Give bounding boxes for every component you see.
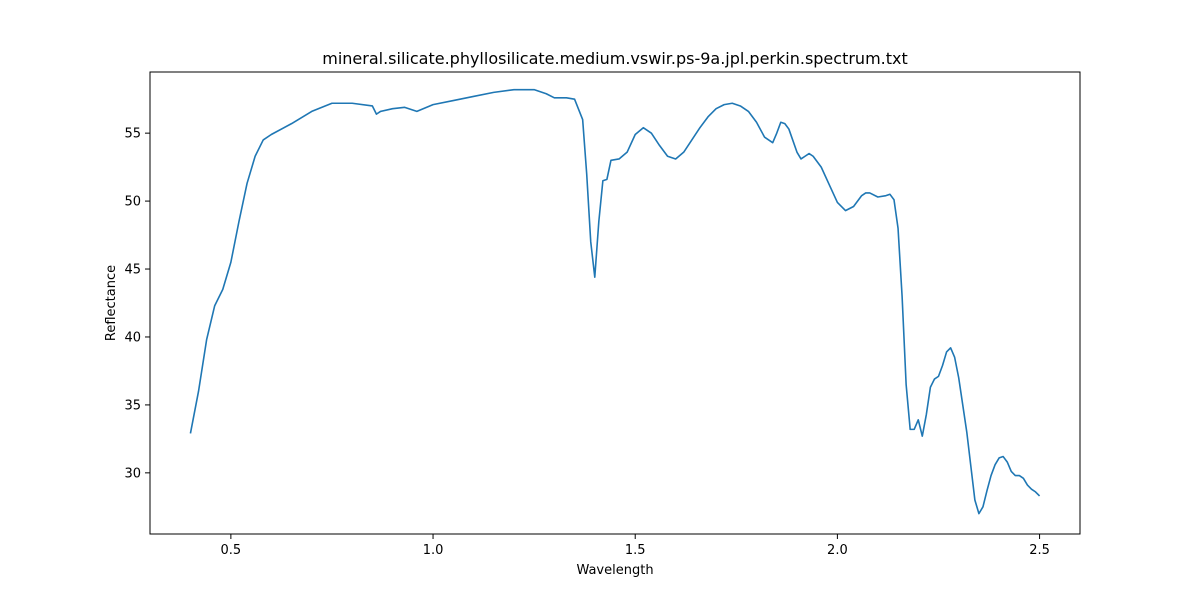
x-tick-label: 2.0 (827, 543, 848, 558)
x-tick-label: 2.5 (1029, 543, 1050, 558)
x-tick-label: 1.5 (625, 543, 646, 558)
spectrum-line (189, 88, 1041, 515)
y-axis: 30 35 40 45 50 55 (124, 127, 150, 481)
plot-frame (149, 71, 1081, 535)
y-tick-label: 45 (124, 263, 141, 278)
plot-area (189, 88, 1041, 515)
x-axis: 0.5 1.0 1.5 2.0 2.5 (221, 534, 1050, 558)
x-axis-label: Wavelength (576, 563, 653, 578)
y-tick-label: 40 (124, 330, 141, 345)
y-tick-label: 55 (124, 127, 141, 142)
y-tick-label: 35 (124, 398, 141, 413)
y-tick-label: 30 (124, 466, 141, 481)
x-tick-label: 0.5 (221, 543, 242, 558)
x-tick-label: 1.0 (423, 543, 444, 558)
chart-title: mineral.silicate.phyllosilicate.medium.v… (322, 49, 908, 68)
y-axis-label: Reflectance (104, 265, 119, 341)
y-tick-label: 50 (124, 195, 141, 210)
